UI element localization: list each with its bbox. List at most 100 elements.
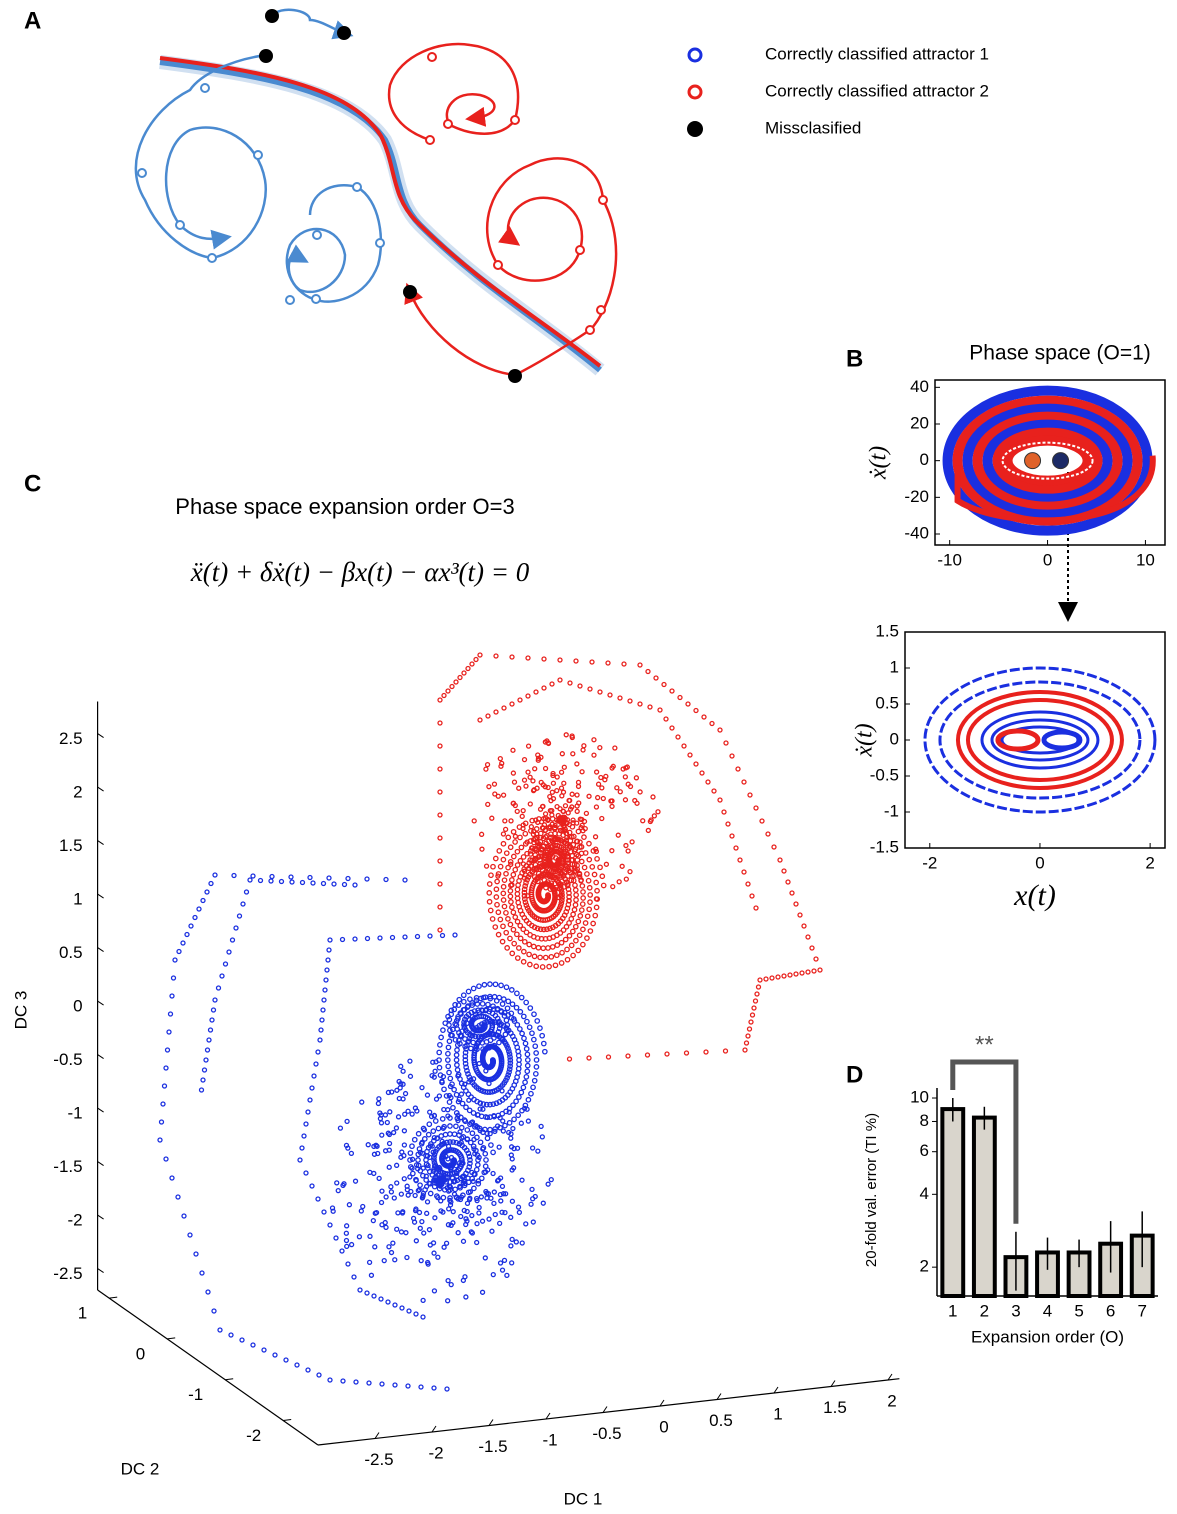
trajectory-point <box>175 1194 181 1200</box>
trajectory-point <box>799 970 805 976</box>
trajectory-point <box>442 1131 449 1138</box>
trajectory-point <box>547 825 553 832</box>
trajectory-point <box>512 866 519 873</box>
trajectory-point <box>229 937 236 943</box>
trajectory-point <box>511 940 518 947</box>
trajectory-point <box>494 901 500 908</box>
trajectory-point <box>538 882 545 888</box>
x-tick-label: -2 <box>922 853 937 872</box>
trajectory-point <box>444 1386 450 1392</box>
trajectory-point <box>538 1123 544 1130</box>
trajectory-point <box>536 841 542 847</box>
panel-label: C <box>24 470 41 497</box>
trajectory-point <box>580 941 586 948</box>
trajectory-point <box>524 1051 531 1058</box>
trajectory-point <box>472 1151 478 1157</box>
trajectory-point <box>620 766 626 772</box>
trajectory-point <box>558 881 564 887</box>
trajectory-point <box>685 701 691 707</box>
trajectory-point <box>525 693 531 699</box>
trajectory-point <box>512 802 518 809</box>
trajectory-point <box>446 1022 452 1028</box>
trajectory-point <box>541 685 547 691</box>
trajectory-point <box>250 873 256 879</box>
trajectory-point <box>445 1222 452 1228</box>
trajectory-point <box>504 945 511 951</box>
trajectory-point <box>451 1131 458 1138</box>
trajectory-point <box>584 871 590 877</box>
trajectory-point <box>540 1040 547 1047</box>
trajectory-point <box>579 822 585 829</box>
trajectory-point <box>375 1150 381 1157</box>
trajectory-point <box>437 1177 443 1183</box>
trajectory-point <box>647 818 654 825</box>
trajectory-point <box>484 761 491 768</box>
trajectory-point <box>749 1012 756 1018</box>
orbit-band <box>1041 729 1083 751</box>
trajectory-point <box>513 1239 519 1245</box>
trajectory-point <box>427 933 433 939</box>
trajectory-point <box>404 1183 410 1189</box>
z-tick <box>97 733 104 738</box>
trajectory-point <box>421 1136 428 1142</box>
trajectory-point <box>530 1036 537 1043</box>
trajectory-point <box>580 889 586 895</box>
y-tick-label: 8 <box>920 1111 929 1130</box>
trajectory-point <box>499 1088 505 1094</box>
trajectory-point <box>598 774 604 781</box>
trajectory-point <box>419 1218 425 1225</box>
trajectory-point <box>637 662 643 668</box>
trajectory-point <box>475 1112 481 1118</box>
trajectory-point <box>440 1073 447 1080</box>
trajectory-point <box>594 887 600 894</box>
trajectory-point <box>605 1054 612 1060</box>
trajectory-point <box>435 1194 441 1201</box>
trajectory-point <box>530 836 537 843</box>
trajectory-point <box>407 1073 414 1079</box>
trajectory-point <box>514 848 521 855</box>
trajectory-point <box>495 873 501 879</box>
trajectory-point <box>544 926 550 933</box>
legend-marker <box>687 121 703 137</box>
trajectory-point <box>486 784 492 790</box>
trajectory-point <box>469 661 475 667</box>
trajectory-point <box>409 1111 415 1117</box>
trajectory-point <box>535 752 541 758</box>
trajectory-point <box>753 905 759 911</box>
trajectory-point <box>520 958 527 965</box>
x-tick-label: -1 <box>542 1430 557 1449</box>
trajectory-point <box>811 968 817 974</box>
trajectory-point <box>437 858 443 864</box>
trajectory-point <box>247 877 253 883</box>
trajectory-point <box>340 1378 346 1384</box>
trajectory-point <box>424 1092 431 1098</box>
trajectory-point <box>250 1342 256 1348</box>
trajectory-point <box>427 1143 433 1149</box>
trajectory-point <box>309 1183 315 1189</box>
trajectory-point <box>367 1233 373 1239</box>
trajectory-point <box>449 1032 455 1039</box>
trajectory-point <box>425 1162 431 1169</box>
trajectory-point <box>434 1135 440 1142</box>
trajectory-point <box>544 738 550 744</box>
z-tick <box>97 1268 104 1273</box>
trajectory-point <box>331 881 337 887</box>
trajectory-point <box>460 1006 467 1013</box>
trajectory-point <box>509 1260 515 1266</box>
trajectory-point <box>348 1241 355 1248</box>
trajectory-point <box>501 1013 508 1019</box>
trajectory-point <box>450 1104 456 1111</box>
trajectory-point <box>507 921 514 928</box>
trajectory-point <box>493 653 499 659</box>
trajectory-point <box>379 1132 385 1138</box>
trajectory-point <box>545 784 551 791</box>
trajectory-point <box>705 779 711 785</box>
trajectory-point <box>429 1143 435 1149</box>
z-tick <box>97 947 104 952</box>
x-tick-label: 7 <box>1137 1301 1146 1320</box>
trajectory-point <box>346 1202 353 1208</box>
trajectory-point <box>502 826 509 832</box>
trajectory-point <box>525 769 531 775</box>
trajectory-point <box>462 1043 468 1050</box>
trajectory-point <box>482 1255 488 1261</box>
